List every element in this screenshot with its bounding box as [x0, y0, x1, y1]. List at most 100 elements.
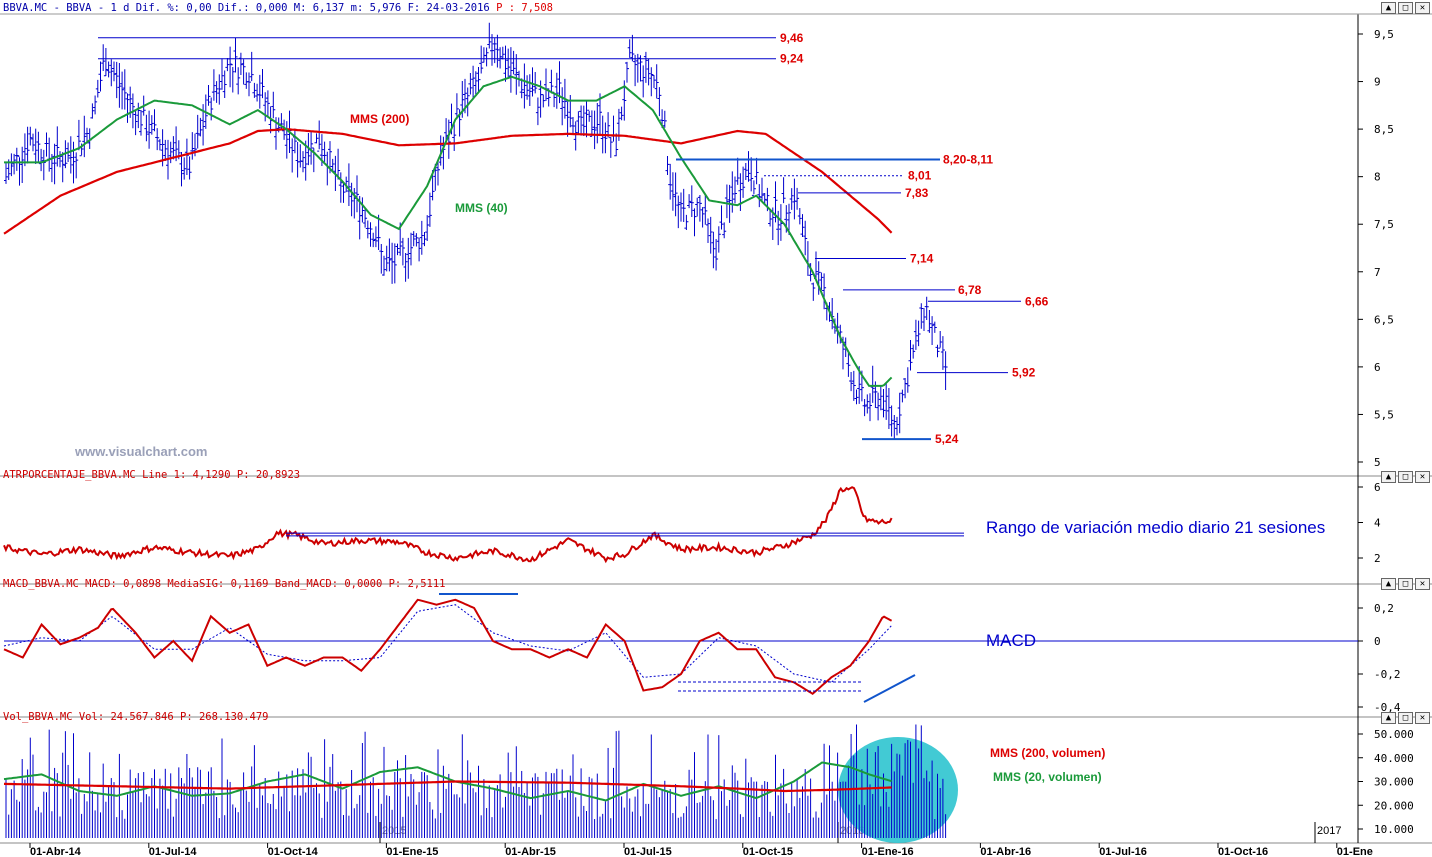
price-bar — [932, 321, 937, 333]
volume-panel-up-button[interactable]: ▲ — [1381, 712, 1396, 724]
price-bar — [303, 140, 308, 181]
price-bar — [676, 195, 681, 229]
x-tick-label-9: 01-Jul-16 — [1099, 846, 1147, 857]
price-bar — [41, 149, 46, 181]
price-bar — [581, 105, 586, 136]
price-bar — [452, 123, 457, 151]
atr-panel-close-button[interactable]: ✕ — [1415, 471, 1430, 483]
volume-highlight-circle — [838, 737, 958, 843]
price-bar — [171, 136, 176, 160]
price-bar — [573, 121, 578, 151]
price-bar — [365, 220, 370, 239]
mms200-line — [3, 127, 893, 235]
price-bar — [849, 372, 854, 392]
price-bar — [943, 351, 948, 391]
price-bar — [179, 151, 184, 187]
x-tick-label-1: 01-Jul-14 — [149, 846, 198, 857]
price-bar — [527, 74, 532, 107]
price-bar — [60, 152, 65, 183]
price-bar — [71, 141, 76, 184]
price-bar — [112, 61, 116, 82]
price-bar — [14, 147, 19, 171]
price-bar — [263, 92, 268, 122]
price-bar — [495, 34, 500, 68]
price-bar — [905, 367, 910, 393]
price-bar — [390, 242, 395, 284]
price-bar — [862, 399, 867, 417]
price-bar — [503, 45, 508, 82]
price-bar — [249, 51, 254, 82]
price-bar — [749, 157, 754, 192]
x-tick-label-6: 01-Oct-15 — [743, 846, 793, 857]
atr-panel-maximize-button[interactable]: □ — [1398, 471, 1413, 483]
price-bar — [870, 365, 875, 403]
price-bar — [608, 137, 613, 158]
price-bar — [93, 95, 98, 115]
price-bar — [554, 72, 559, 109]
price-bar — [454, 93, 459, 120]
price-bar — [55, 126, 60, 167]
price-bar — [195, 114, 200, 149]
price-y-tick-label-3: 8 — [1374, 171, 1381, 184]
macd-panel-up-button[interactable]: ▲ — [1381, 578, 1396, 590]
price-bar — [427, 192, 432, 227]
price-bar — [233, 37, 238, 73]
x-tick-label-0: 01-Abr-14 — [30, 846, 82, 857]
price-bar — [822, 273, 827, 310]
price-bar — [576, 111, 581, 135]
price-bar — [935, 344, 940, 358]
macd-panel-maximize-button[interactable]: □ — [1398, 578, 1413, 590]
volume-panel-maximize-button[interactable]: □ — [1398, 712, 1413, 724]
price-bar — [284, 121, 289, 159]
price-bar — [476, 67, 481, 94]
level-label-5: 7,14 — [910, 251, 934, 265]
price-bar — [103, 48, 108, 77]
price-bar — [811, 282, 816, 301]
price-bar — [708, 216, 713, 254]
price-bar — [101, 44, 106, 72]
price-bar — [487, 22, 492, 49]
price-bar — [417, 237, 422, 262]
price-bar — [533, 71, 538, 94]
volume-panel-header: Vol_BBVA.MC Vol: 24.567.846 P: 268.130.4… — [3, 711, 269, 723]
price-bar — [4, 161, 8, 184]
price-bar — [714, 238, 719, 271]
price-bar — [508, 47, 513, 93]
price-bar — [805, 241, 810, 276]
price-bar — [425, 215, 430, 241]
price-bar — [630, 34, 635, 62]
price-bar — [681, 188, 686, 222]
mms200-label: MMS (200) — [350, 112, 409, 126]
price-bar — [481, 47, 486, 63]
level-label-6: 6,78 — [958, 283, 982, 297]
price-bar — [940, 336, 945, 370]
price-bar — [652, 74, 656, 89]
volume-panel-close-button[interactable]: ✕ — [1415, 712, 1430, 724]
price-bar — [290, 138, 295, 173]
price-panel-close-button[interactable]: ✕ — [1415, 2, 1430, 14]
price-bar — [422, 232, 427, 247]
price-bar — [579, 105, 584, 136]
price-bar — [541, 94, 546, 108]
price-y-tick-label-2: 8,5 — [1374, 123, 1394, 136]
price-panel-maximize-button[interactable]: □ — [1398, 2, 1413, 14]
price-bar — [665, 155, 670, 176]
price-bar — [535, 97, 540, 126]
price-bar — [684, 214, 689, 230]
price-bar — [673, 172, 678, 217]
price-bar — [741, 166, 746, 198]
price-bar — [114, 61, 119, 99]
price-bar — [657, 87, 662, 117]
level-label-1: 9,24 — [780, 52, 804, 66]
price-bar — [58, 151, 62, 168]
price-bar — [225, 57, 230, 72]
macd-panel-close-button[interactable]: ✕ — [1415, 578, 1430, 590]
price-bar — [789, 188, 794, 210]
price-bar — [911, 344, 916, 359]
price-bar — [206, 85, 211, 106]
price-bar — [187, 156, 192, 180]
volume-y-tick-label-2: 30.000 — [1374, 776, 1414, 789]
atr-panel-up-button[interactable]: ▲ — [1381, 471, 1396, 483]
price-panel-up-button[interactable]: ▲ — [1381, 2, 1396, 14]
